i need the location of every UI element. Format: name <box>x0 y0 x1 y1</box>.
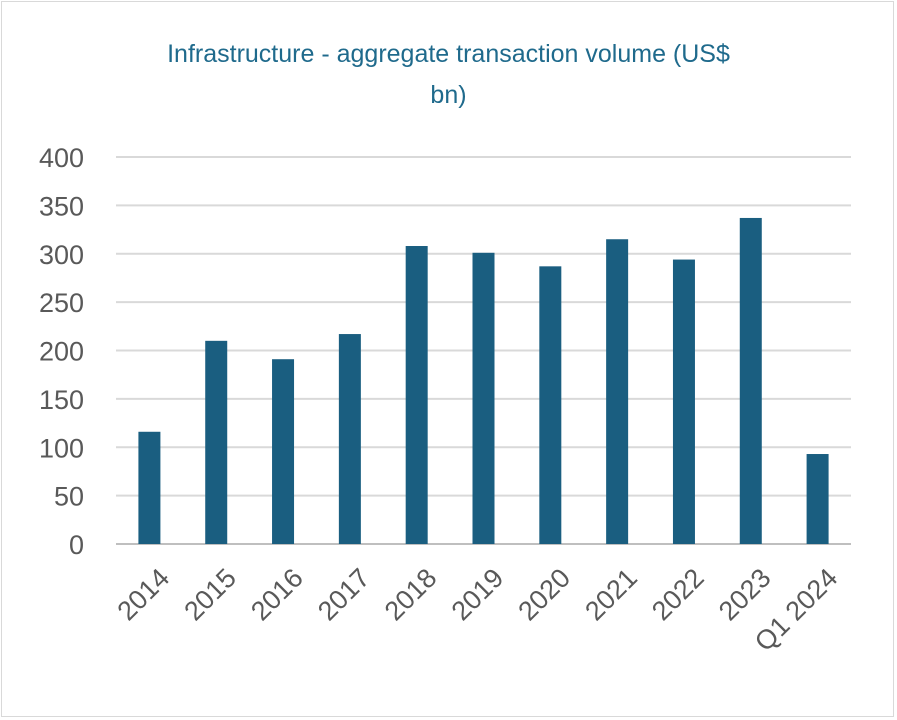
x-tick-label: 2020 <box>512 563 576 627</box>
x-tick-label: 2021 <box>579 563 643 627</box>
bars <box>138 217 829 545</box>
x-tick-label: 2019 <box>446 563 510 627</box>
x-tick-label: 2015 <box>178 563 242 627</box>
bar-2021 <box>606 239 629 545</box>
bar-q1-2024 <box>806 454 829 544</box>
bar-2017 <box>338 334 361 544</box>
bar-2023 <box>739 217 762 544</box>
bar-2022 <box>672 259 695 544</box>
y-tick-label: 250 <box>39 288 84 318</box>
bar-2018 <box>405 246 428 544</box>
y-tick-label: 400 <box>39 143 84 173</box>
bar-2014 <box>138 431 161 544</box>
bar-2020 <box>539 266 562 544</box>
y-tick-label: 50 <box>54 482 84 512</box>
x-tick-label: 2022 <box>646 563 710 627</box>
bar-2015 <box>205 340 228 544</box>
y-tick-label: 150 <box>39 385 84 415</box>
y-axis-ticks: 0 50 100 150 200 250 300 350 400 <box>39 143 84 560</box>
y-tick-label: 100 <box>39 433 84 463</box>
bar-2016 <box>272 359 295 544</box>
y-tick-label: 200 <box>39 337 84 367</box>
x-axis-ticks: 2014 2015 2016 2017 2018 2019 2020 2021 2022 2023… <box>112 563 844 657</box>
chart-title: Infrastructure - aggregate transaction v… <box>167 40 730 109</box>
x-tick-label: 2017 <box>312 563 376 627</box>
y-tick-label: 0 <box>69 530 84 560</box>
x-tick-label: 2018 <box>379 563 443 627</box>
bar-2019 <box>472 252 495 544</box>
x-tick-label: 2016 <box>245 563 309 627</box>
y-tick-label: 350 <box>39 191 84 221</box>
y-tick-label: 300 <box>39 240 84 270</box>
x-tick-label: 2014 <box>112 563 176 627</box>
